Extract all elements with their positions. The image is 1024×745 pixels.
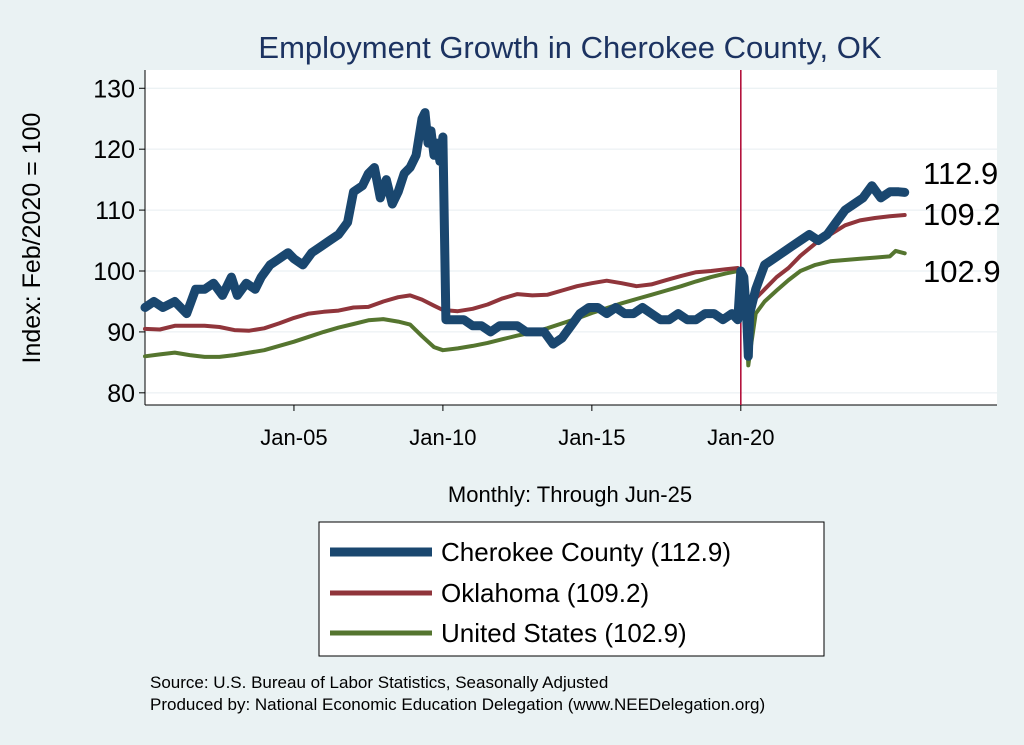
produced-by-note: Produced by: National Economic Education… (150, 695, 765, 714)
y-tick-label: 100 (93, 258, 135, 286)
x-tick-label: Jan-20 (707, 425, 774, 450)
series-lines (140, 108, 910, 368)
end-value-labels: 112.9 109.2 102.9 (923, 156, 1001, 289)
y-tick-label: 110 (95, 197, 135, 225)
source-note: Source: U.S. Bureau of Labor Statistics,… (150, 673, 608, 692)
series-line-oklahoma (143, 213, 907, 353)
legend: Cherokee County (112.9) Oklahoma (109.2) U… (330, 537, 731, 648)
y-tick-label: 80 (107, 380, 135, 408)
x-tick-label: Jan-05 (260, 425, 327, 450)
chart-title: Employment Growth in Cherokee County, OK (258, 30, 881, 65)
legend-label: United States (102.9) (441, 618, 687, 648)
y-tick-label: 90 (107, 319, 135, 347)
plot-area (145, 70, 997, 405)
end-label-oklahoma: 109.2 (923, 197, 1001, 232)
y-tick-label: 120 (93, 136, 135, 164)
y-axis: 80 90 100 110 120 130 (93, 70, 146, 408)
series-line-cherokee-county (140, 108, 910, 361)
x-tick-label: Jan-15 (558, 425, 625, 450)
legend-label: Oklahoma (109.2) (441, 578, 649, 608)
end-label-united-states: 102.9 (923, 254, 1001, 289)
x-axis: Jan-05 Jan-10 Jan-15 Jan-20 (145, 404, 997, 450)
x-axis-label: Monthly: Through Jun-25 (448, 482, 692, 507)
x-tick-label: Jan-10 (409, 425, 476, 450)
y-axis-label: Index: Feb/2020 = 100 (18, 113, 46, 364)
series-line-united-states (143, 248, 907, 368)
end-label-cherokee-county: 112.9 (923, 156, 998, 191)
legend-label: Cherokee County (112.9) (441, 537, 731, 567)
y-tick-label: 130 (93, 75, 135, 103)
